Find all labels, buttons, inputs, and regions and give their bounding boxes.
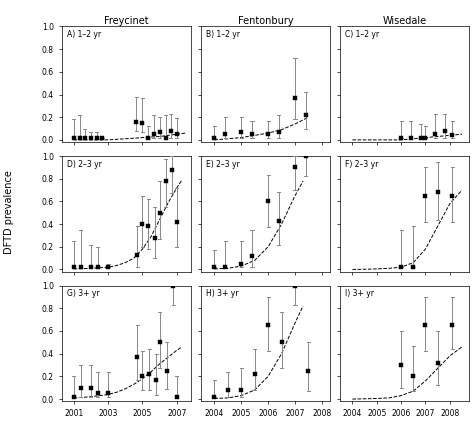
Title: Wisedale: Wisedale [383,16,427,26]
Text: A) 1–2 yr: A) 1–2 yr [67,30,101,39]
Text: F) 2–3 yr: F) 2–3 yr [346,160,379,168]
Text: DFTD prevalence: DFTD prevalence [4,170,15,254]
Text: G) 3+ yr: G) 3+ yr [67,289,100,298]
Text: E) 2–3 yr: E) 2–3 yr [206,160,240,168]
Text: C) 1–2 yr: C) 1–2 yr [346,30,380,39]
Text: I) 3+ yr: I) 3+ yr [346,289,374,298]
Text: D) 2–3 yr: D) 2–3 yr [67,160,101,168]
Text: H) 3+ yr: H) 3+ yr [206,289,238,298]
Title: Freycinet: Freycinet [104,16,148,26]
Text: B) 1–2 yr: B) 1–2 yr [206,30,240,39]
Title: Fentonbury: Fentonbury [237,16,293,26]
